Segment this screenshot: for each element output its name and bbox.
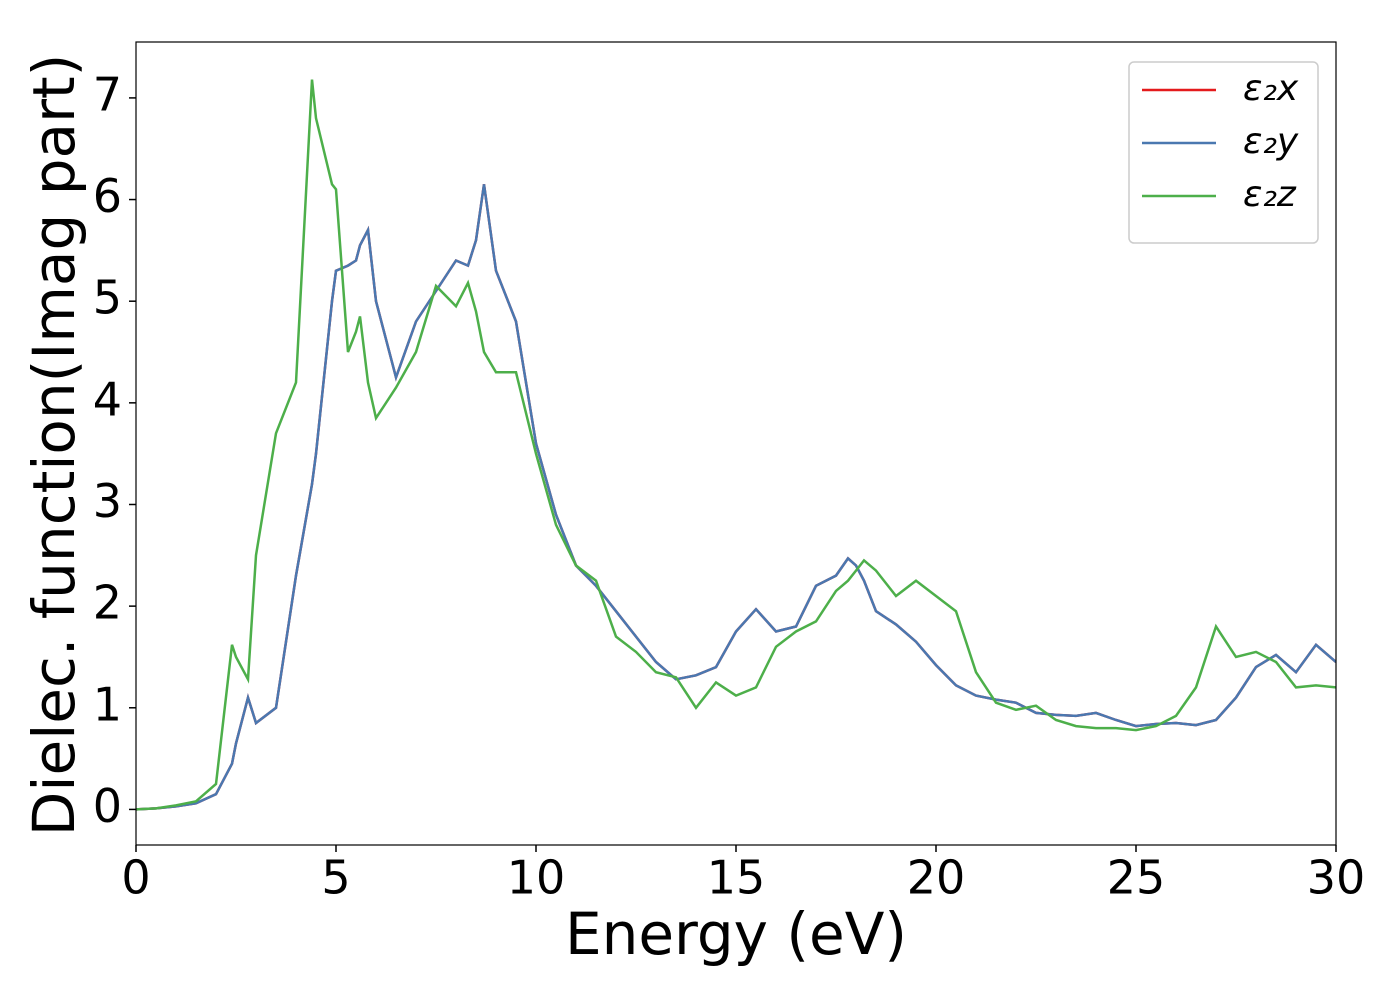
line: [136, 79, 1336, 811]
y-tick-label: 6: [93, 169, 122, 223]
legend-label: ε₂y: [1243, 121, 1299, 162]
y-tick-label: 1: [93, 677, 122, 731]
x-tick-label: 30: [1307, 851, 1366, 905]
x-tick-label: 0: [121, 851, 150, 905]
y-tick-label: 7: [93, 67, 122, 121]
y-tick-label: 4: [93, 372, 122, 426]
x-axis-label: Energy (eV): [565, 900, 907, 968]
x-tick-label: 10: [507, 851, 566, 905]
line: [136, 184, 1336, 811]
legend-label: ε₂z: [1243, 174, 1297, 215]
y-axis-label: Dielec. function(Imag part): [20, 54, 88, 837]
x-tick-label: 20: [907, 851, 966, 905]
x-tick-label: 5: [321, 851, 350, 905]
plot-frame: [135, 41, 1337, 846]
y-tick-label: 3: [93, 474, 122, 528]
y-tick-label: 2: [93, 576, 122, 630]
legend-box: [1128, 61, 1319, 244]
line: [136, 184, 1336, 811]
y-tick-label: 5: [93, 271, 122, 325]
x-tick-label: 25: [1107, 851, 1166, 905]
y-tick-label: 0: [93, 779, 122, 833]
legend-label: ε₂x: [1243, 68, 1299, 109]
x-tick-label: 15: [707, 851, 766, 905]
